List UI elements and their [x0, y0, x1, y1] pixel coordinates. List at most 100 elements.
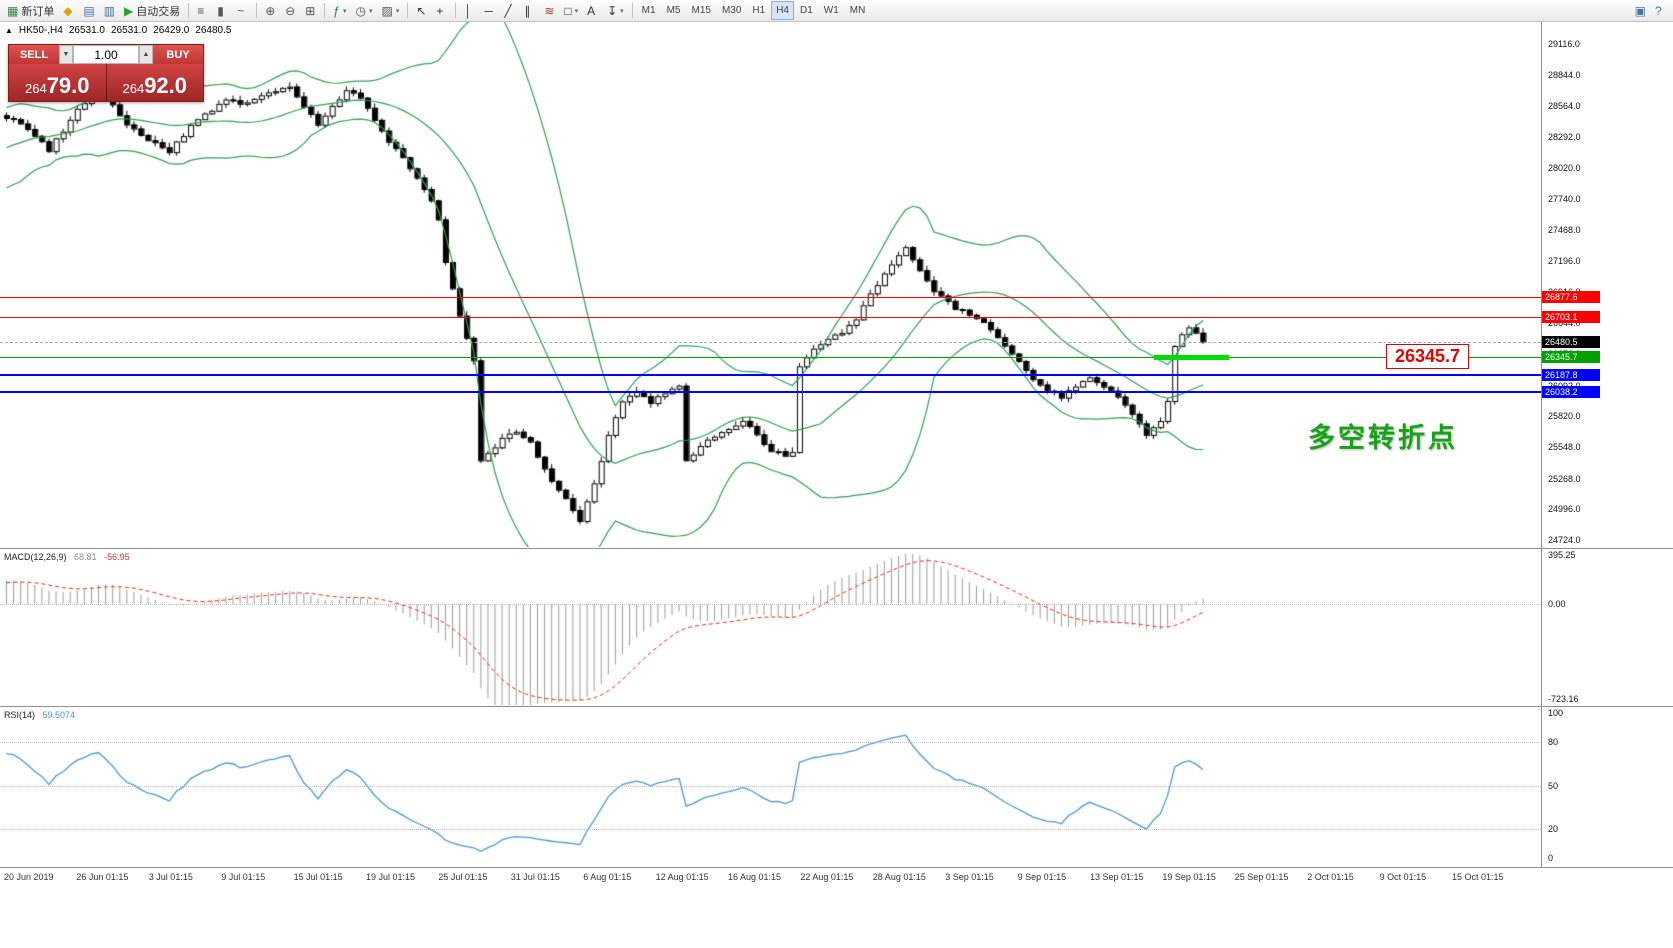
ohlc-open: 26531.0	[68, 25, 105, 36]
level-line-pivot-green[interactable]	[0, 356, 1541, 358]
help-icon: ?	[1655, 3, 1662, 18]
shapes-dropdown-icon: ▾	[574, 7, 579, 15]
text-button[interactable]: A	[583, 1, 602, 20]
macd-title: MACD(12,26,9)	[4, 552, 67, 562]
line-chart-button[interactable]: ~	[233, 1, 252, 20]
crosshair-icon: +	[436, 3, 444, 18]
crosshair-button[interactable]: +	[432, 1, 451, 20]
zoom-in-button[interactable]: ⊕	[261, 1, 280, 20]
periods-button[interactable]: ◷ ▾	[351, 1, 376, 20]
price-tag-resistance-2: 26703.1	[1542, 310, 1600, 323]
window-panels-button[interactable]: ▣	[1631, 1, 1650, 20]
time-axis-label: 15 Oct 01:15	[1452, 872, 1504, 882]
price-axis[interactable]	[1541, 22, 1673, 867]
metaeditor-button[interactable]: ◆	[59, 1, 78, 20]
indicators-dropdown-icon: ▾	[342, 7, 347, 15]
time-axis-label: 16 Aug 01:15	[728, 872, 782, 882]
level-line-resistance-1[interactable]	[0, 296, 1541, 298]
timeframe-m5-button[interactable]: M5	[662, 1, 686, 20]
new-order-button[interactable]: ▦ 新订单	[3, 1, 58, 20]
price-axis-label: 25548.0	[1548, 441, 1581, 452]
macd-axis-label: 395.25	[1548, 550, 1576, 560]
rsi-value: 59.5074	[42, 710, 76, 720]
timeframe-mn-button[interactable]: MN	[845, 1, 871, 20]
cursor-button[interactable]: ↖	[412, 1, 431, 20]
tile-windows-button[interactable]: ⊞	[301, 1, 320, 20]
rsi-level-line	[0, 829, 1541, 830]
bar-chart-button[interactable]: ≡	[193, 1, 212, 20]
horizontal-line-button[interactable]: ─	[480, 1, 499, 20]
pane-separator[interactable]	[0, 867, 1673, 868]
macd-pane-canvas[interactable]	[0, 549, 1541, 705]
ohlc-high: 26531.0	[110, 25, 148, 36]
vertical-line-icon: │	[464, 3, 472, 18]
timeframe-m1-button[interactable]: M1	[637, 1, 661, 20]
sell-price[interactable]: 264 79.0	[9, 64, 106, 101]
arrows-button[interactable]: ↧ ▾	[603, 1, 628, 20]
strategy-tester-icon: ▥	[103, 3, 116, 18]
pane-separator[interactable]	[0, 548, 1673, 549]
volume-decrease-button[interactable]: ▼	[59, 45, 73, 64]
trendline-icon: ╱	[504, 3, 512, 18]
timeframe-m30-button[interactable]: M30	[717, 1, 746, 20]
volume-input[interactable]	[73, 45, 139, 64]
time-axis-label: 22 Aug 01:15	[800, 872, 854, 882]
new-order-icon: ▦	[7, 3, 19, 18]
strategy-tester-button[interactable]: ▥	[100, 1, 119, 20]
price-axis-label: 24996.0	[1548, 504, 1581, 515]
indicators-button[interactable]: ƒ ▾	[329, 1, 350, 20]
level-line-support-2[interactable]	[0, 390, 1541, 393]
rsi-pane-canvas[interactable]	[0, 707, 1541, 866]
main-chart-canvas[interactable]	[0, 22, 1541, 547]
timeframe-m15-button[interactable]: M15	[686, 1, 715, 20]
pane-separator[interactable]	[0, 706, 1673, 707]
arrows-dropdown-icon: ▾	[620, 7, 624, 15]
templates-button[interactable]: ▨ ▾	[377, 1, 403, 20]
time-axis-label: 19 Sep 01:15	[1162, 872, 1216, 882]
timeframe-d1-button[interactable]: D1	[795, 1, 818, 20]
time-axis-label: 3 Sep 01:15	[945, 872, 994, 882]
trendline-button[interactable]: ╱	[500, 1, 519, 20]
volume-increase-button[interactable]: ▲	[139, 45, 153, 64]
time-axis-label: 9 Jul 01:15	[221, 872, 266, 882]
price-axis-label: 26644.0	[1548, 318, 1581, 329]
time-axis-label: 3 Jul 01:15	[148, 872, 193, 882]
timeframe-h4-button[interactable]: H4	[771, 1, 794, 20]
buy-button[interactable]: BUY	[153, 45, 203, 64]
time-axis[interactable]	[0, 868, 1673, 892]
help-button[interactable]: ?	[1651, 1, 1670, 20]
equidistant-channel-icon: ∥	[524, 3, 531, 18]
ohlc-low: 26429.0	[153, 25, 190, 36]
level-line-resistance-2[interactable]	[0, 316, 1541, 318]
timeframe-h1-button[interactable]: H1	[747, 1, 770, 20]
time-axis-label: 25 Sep 01:15	[1234, 872, 1289, 882]
time-axis-label: 6 Aug 01:15	[583, 872, 632, 882]
market-watch-icon: ▤	[83, 3, 95, 18]
macd-signal-value: -56.95	[104, 552, 130, 562]
level-callout-label[interactable]: 26345.7	[1386, 343, 1470, 369]
timeframe-w1-button[interactable]: W1	[819, 1, 844, 20]
shapes-button[interactable]: □ ▾	[560, 1, 582, 20]
rsi-indicator-label: RSI(14) 59.5074	[4, 710, 75, 720]
one-click-collapse-icon[interactable]: ▲	[5, 26, 13, 35]
fibonacci-button[interactable]: ≋	[540, 1, 559, 20]
candlestick-chart-button[interactable]: ▮	[213, 1, 232, 20]
buy-price[interactable]: 264 92.0	[107, 64, 204, 101]
chart-window[interactable]: ▲ HK50-,H4 26531.0 26531.0 26429.0 26480…	[0, 22, 1673, 948]
sell-button[interactable]: SELL	[9, 45, 59, 64]
green-highlight-segment[interactable]	[1154, 354, 1229, 360]
level-line-support-1[interactable]	[0, 373, 1541, 376]
zoom-out-button[interactable]: ⊖	[281, 1, 300, 20]
horizontal-line-icon: ─	[484, 3, 493, 18]
market-watch-button[interactable]: ▤	[79, 1, 98, 20]
fibonacci-icon: ≋	[544, 3, 555, 18]
vertical-line-button[interactable]: │	[460, 1, 479, 20]
chart-annotation-text[interactable]: 多空转折点	[1308, 423, 1458, 453]
autotrading-button[interactable]: ▶ 自动交易	[120, 1, 184, 20]
time-axis-label: 28 Aug 01:15	[872, 872, 926, 882]
rsi-axis-label: 80	[1548, 737, 1559, 747]
macd-axis-label: 0.00	[1548, 599, 1566, 610]
equidistant-channel-button[interactable]: ∥	[520, 1, 539, 20]
toolbar: ▦ 新订单 ◆ ▤ ▥ ▶ 自动交易 ≡ ▮ ~ ⊕ ⊖ ⊞ ƒ ▾ ◷ ▾ ▨ ▾ ↖ + │ ─ ╱ ∥ ≋ □ ▾ A ↧ ▾ M1 M5…	[0, 0, 1673, 22]
